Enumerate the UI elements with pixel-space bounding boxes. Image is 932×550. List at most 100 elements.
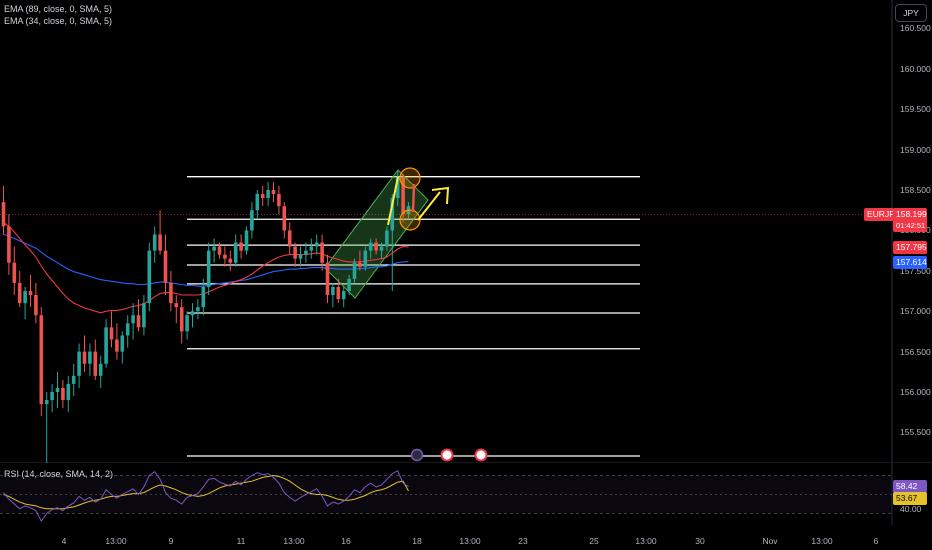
candle-body — [217, 246, 222, 255]
candle-body — [50, 392, 54, 401]
time-axis-label: 13:00 — [811, 536, 833, 546]
candle-body — [174, 303, 179, 308]
time-axis-label: 13:00 — [105, 536, 127, 546]
candle-body — [12, 262, 17, 283]
candle-body — [239, 242, 243, 251]
time-axis-label: 4 — [61, 536, 67, 546]
candle-body — [115, 339, 119, 352]
candle-body — [293, 246, 297, 259]
candle-body — [179, 307, 184, 332]
candle-body — [244, 230, 249, 251]
candle-body — [34, 295, 38, 316]
rsi-value-tag: 58.42 — [893, 480, 927, 493]
candle-body — [331, 286, 335, 296]
symbol-tag: EURJPY — [864, 208, 894, 221]
candle-body — [266, 190, 270, 199]
price-axis-label: 160.500 — [900, 23, 931, 34]
time-axis-label: 13:00 — [635, 536, 657, 546]
time-axis-label: 9 — [168, 536, 174, 546]
highlight-circle-bottom — [399, 209, 421, 231]
candle-body — [185, 315, 189, 332]
candle-body — [17, 282, 22, 304]
candle-body — [336, 286, 341, 300]
price-axis-label: 160.000 — [900, 63, 931, 74]
price-axis-label: 156.000 — [900, 387, 931, 397]
candle-body — [77, 351, 81, 376]
time-axis-label: Nov — [762, 536, 778, 546]
time-axis-label: 16 — [341, 536, 351, 546]
candle-body — [228, 258, 233, 263]
candle-body — [169, 282, 173, 304]
ema89-line — [3, 233, 409, 287]
price-chart[interactable] — [0, 0, 932, 463]
candle-body — [304, 250, 308, 255]
candle-body — [255, 194, 260, 211]
rsi-level-label: 40.00 — [900, 504, 922, 514]
ema34-legend[interactable]: EMA (34, close, 0, SMA, 5) — [4, 16, 113, 26]
arrow-head — [431, 186, 450, 205]
annotation-arrow-up-right — [417, 191, 441, 221]
time-axis-label: 13:00 — [459, 536, 481, 546]
price-axis-label: 155.500 — [900, 427, 931, 438]
economic-event-icon — [474, 448, 488, 462]
price-axis-label: 156.500 — [900, 346, 931, 357]
rsi-pane[interactable] — [0, 463, 932, 525]
candle-body — [260, 194, 265, 199]
economic-event-icon — [440, 448, 454, 462]
candle-body — [374, 242, 378, 251]
candle-body — [125, 323, 130, 336]
ema89-legend[interactable]: EMA (89, close, 0, SMA, 5) — [4, 4, 113, 14]
candle-body — [23, 291, 27, 304]
candle-body — [39, 315, 44, 405]
rsi-ma-value-tag: 53.67 — [893, 492, 927, 505]
dividend-event-icon — [410, 448, 424, 462]
rsi-ma-line — [3, 474, 409, 510]
candle-body — [104, 327, 108, 364]
time-axis-label: 25 — [589, 536, 599, 546]
currency-button[interactable]: JPY — [895, 4, 927, 22]
time-axis-label: 6 — [873, 536, 879, 546]
price-axis-label: 157.000 — [900, 306, 931, 317]
time-axis-label: 13:00 — [283, 536, 305, 546]
ema89-value-tag: 157.614 — [893, 256, 927, 269]
candle-body — [395, 177, 400, 199]
candle-body — [341, 291, 346, 300]
candle-body — [98, 363, 103, 376]
candle-body — [61, 387, 65, 401]
candle-body — [363, 250, 368, 267]
candle-body — [28, 291, 33, 296]
rsi-legend[interactable]: RSI (14, close, SMA, 14, 2) — [4, 469, 114, 479]
candle-body — [358, 262, 362, 267]
annotation-arrow-up-line — [387, 176, 399, 226]
candle-body — [250, 210, 254, 231]
candle-body — [152, 234, 157, 251]
candle-body — [277, 194, 281, 207]
candle-body — [309, 246, 314, 251]
candle-body — [390, 198, 395, 231]
candle-body — [88, 351, 92, 364]
candle-body — [55, 387, 60, 392]
time-axis-label: 23 — [518, 536, 528, 546]
candle-body — [282, 206, 287, 231]
candle-body — [147, 250, 152, 304]
candle-body — [190, 311, 195, 316]
candle-body — [142, 303, 146, 328]
price-axis-label: 159.000 — [900, 144, 931, 155]
candle-body — [298, 254, 303, 259]
candle-body — [136, 315, 141, 328]
candle-body — [66, 383, 71, 401]
price-axis-label: 159.500 — [900, 104, 931, 115]
trend-channel — [324, 169, 429, 299]
price-axis-label: 158.500 — [900, 185, 931, 195]
candle-body — [158, 234, 162, 251]
candle-body — [196, 307, 200, 312]
candle-body — [233, 242, 238, 263]
candle-body — [223, 254, 227, 259]
candle-body — [385, 230, 389, 247]
candle-body — [287, 230, 292, 247]
candle-body — [44, 400, 49, 405]
candle-body — [325, 262, 330, 296]
candle-body — [347, 278, 351, 291]
countdown-tag: 01:42:51 — [893, 219, 927, 232]
time-axis-label: 18 — [412, 536, 422, 546]
